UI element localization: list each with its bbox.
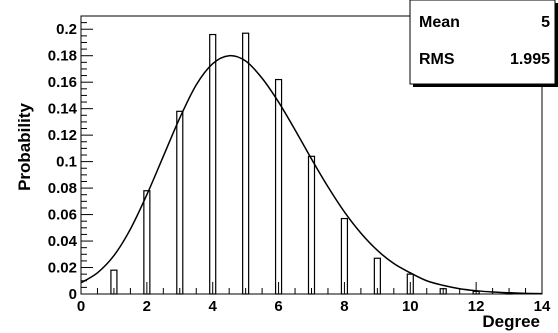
bar-degree-4 <box>209 33 217 295</box>
x-tick-label: 2 <box>143 298 151 315</box>
y-tick-label: 0.2 <box>56 21 77 38</box>
x-tick-label: 0 <box>77 298 85 315</box>
y-axis-title: Probability <box>15 103 34 191</box>
y-tick-label: 0.06 <box>48 207 77 224</box>
x-tick-label: 8 <box>340 298 348 315</box>
x-tick-label: 12 <box>468 298 485 315</box>
bar-degree-2 <box>143 190 151 295</box>
y-tick-label: 0.12 <box>48 127 77 144</box>
y-tick-label: 0.02 <box>48 260 77 277</box>
y-tick-label: 0 <box>69 286 77 303</box>
y-tick-label: 0.04 <box>48 233 78 250</box>
x-tick-label: 10 <box>402 298 419 315</box>
y-tick-label: 0.08 <box>48 180 77 197</box>
fit-curve <box>80 54 543 295</box>
stats-box-frame <box>409 0 556 85</box>
stats-box: Mean 5 RMS 1.995 <box>409 0 558 87</box>
y-tick-label: 0.16 <box>48 74 77 91</box>
x-tick-label: 6 <box>274 298 282 315</box>
y-tick-label: 0.18 <box>48 48 77 65</box>
stats-rms-label: RMS <box>419 51 455 68</box>
stats-rms-value: 1.995 <box>510 51 550 68</box>
y-tick-label: 0.14 <box>48 101 78 118</box>
x-axis-ticks: 0 2 4 6 8 10 12 14 <box>77 282 551 315</box>
x-tick-label: 14 <box>534 298 551 315</box>
bar-degree-6 <box>274 78 283 295</box>
bar-degree-3 <box>176 110 184 295</box>
bar-degree-5 <box>242 32 250 295</box>
bar-degree-7 <box>307 155 316 295</box>
x-tick-label: 4 <box>209 298 218 315</box>
y-axis-ticks: 0 0.02 0.04 0.06 0.08 0.1 0.12 0.14 0.16 0.18 0.2 <box>48 15 93 303</box>
x-axis-title: Degree <box>482 312 540 331</box>
stats-mean-label: Mean <box>419 14 460 31</box>
y-tick-label: 0.1 <box>56 154 77 171</box>
stats-mean-value: 5 <box>541 14 550 31</box>
